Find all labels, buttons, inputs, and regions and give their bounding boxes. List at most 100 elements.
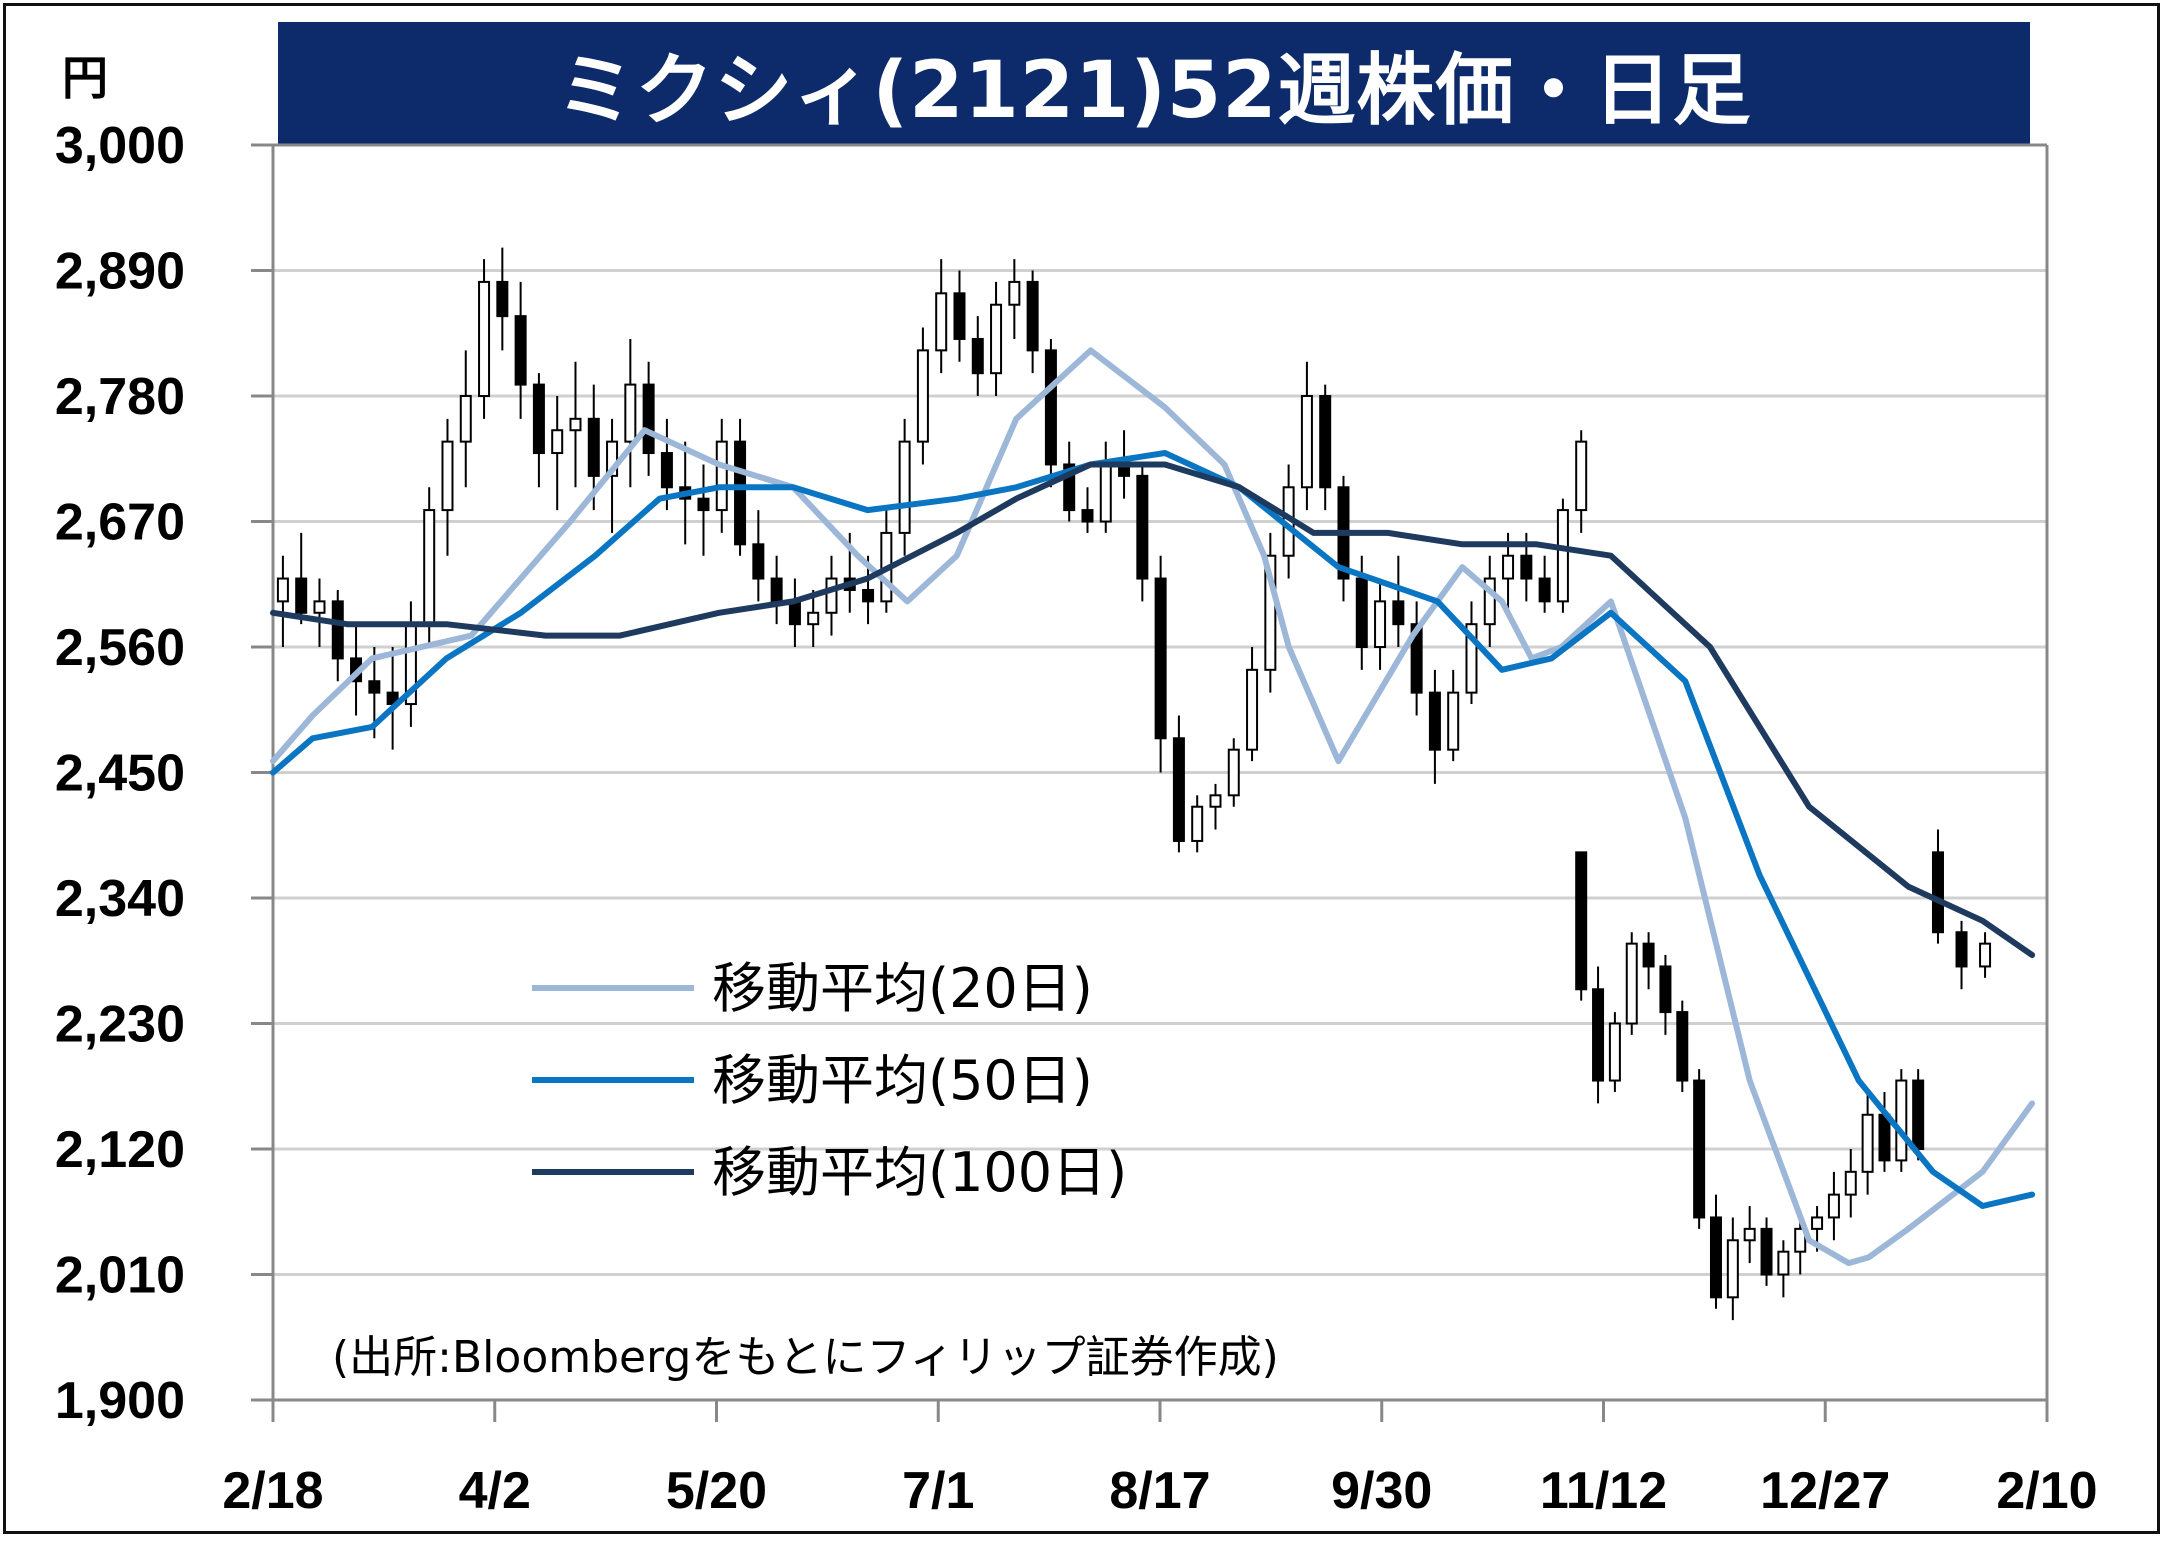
candle-body bbox=[990, 303, 1003, 375]
y-tick-label: 2,560 bbox=[55, 619, 185, 677]
candle-body bbox=[1861, 1113, 1874, 1173]
candle-body bbox=[1008, 280, 1021, 306]
candle-body bbox=[1659, 965, 1672, 1014]
candle-body bbox=[898, 440, 911, 534]
y-tick-label: 2,230 bbox=[55, 996, 185, 1054]
moving-average-line bbox=[270, 450, 2036, 1209]
candle-body bbox=[514, 315, 527, 386]
x-tick-label: 7/1 bbox=[902, 1462, 974, 1520]
candle-body bbox=[423, 509, 436, 626]
legend-label: 移動平均(50日) bbox=[712, 1049, 1093, 1112]
candle-body bbox=[331, 600, 344, 660]
candle-body bbox=[1608, 1022, 1621, 1082]
candle-body bbox=[1592, 988, 1605, 1082]
candle-body bbox=[1209, 794, 1222, 808]
y-tick-label: 1,900 bbox=[55, 1372, 185, 1430]
candle-body bbox=[1955, 931, 1968, 968]
candle-body bbox=[1693, 1079, 1706, 1219]
candle-body bbox=[532, 383, 545, 455]
candle-body bbox=[770, 577, 783, 603]
moving-average-lines bbox=[270, 347, 2036, 1267]
candle-body bbox=[1538, 577, 1551, 603]
candle-body bbox=[1410, 623, 1423, 694]
y-tick-label: 2,340 bbox=[55, 870, 185, 928]
y-tick-label: 2,120 bbox=[55, 1121, 185, 1179]
candle-body bbox=[1575, 440, 1588, 512]
y-unit-label: 円 bbox=[62, 51, 108, 105]
y-tick-label: 2,780 bbox=[55, 368, 185, 426]
candle-body bbox=[1483, 577, 1496, 626]
candle-body bbox=[478, 280, 491, 397]
y-tick-label: 2,010 bbox=[55, 1247, 185, 1305]
candle-body bbox=[1931, 851, 1944, 934]
x-tick-label: 4/2 bbox=[459, 1462, 531, 1520]
candle-body bbox=[862, 588, 875, 603]
candle-body bbox=[1794, 1227, 1807, 1253]
candle-body bbox=[1556, 509, 1569, 603]
candle-body bbox=[807, 611, 820, 626]
x-tick-label: 2/18 bbox=[222, 1462, 323, 1520]
candle-body bbox=[1081, 509, 1094, 523]
moving-average-line bbox=[270, 461, 2036, 958]
candle-body bbox=[587, 417, 600, 477]
candle-body bbox=[1743, 1227, 1756, 1242]
candle-body bbox=[624, 383, 637, 443]
x-axis-ticks: 2/18 4/2 5/20 7/1 8/17 9/30 11/12 12/27 2/10 bbox=[222, 1400, 2098, 1520]
candle-body bbox=[368, 680, 381, 694]
x-tick-label: 11/12 bbox=[1540, 1462, 1667, 1520]
candle-body bbox=[1063, 463, 1076, 512]
candle-body bbox=[1227, 748, 1240, 797]
candle-body bbox=[459, 395, 472, 443]
candle-body bbox=[1726, 1239, 1739, 1299]
candle-body bbox=[971, 337, 984, 375]
candle-body bbox=[1760, 1227, 1773, 1276]
candle-body bbox=[660, 452, 673, 489]
y-tick-label: 2,450 bbox=[55, 745, 185, 803]
candle-body bbox=[1709, 1216, 1722, 1299]
candle-body bbox=[788, 600, 801, 626]
x-tick-label: 12/27 bbox=[1760, 1462, 1890, 1520]
candle-body bbox=[1264, 554, 1277, 671]
candle-body bbox=[1575, 851, 1588, 991]
candle-body bbox=[1979, 942, 1992, 968]
candle-body bbox=[1676, 1011, 1689, 1082]
candlesticks bbox=[276, 247, 1992, 1321]
candle-body bbox=[1502, 554, 1515, 580]
candle-body bbox=[1026, 280, 1039, 352]
chart-title: ミクシィ(2121)52週株価・日足 bbox=[278, 22, 2030, 146]
candle-body bbox=[1912, 1079, 1925, 1150]
source-note: (出所:Bloombergをもとにフィリップ証券作成) bbox=[332, 1332, 1279, 1383]
candle-body bbox=[1465, 623, 1478, 694]
candle-body bbox=[1044, 349, 1057, 466]
candle-body bbox=[697, 497, 710, 512]
candle-body bbox=[1895, 1079, 1908, 1162]
candle-body bbox=[1811, 1216, 1824, 1230]
legend-label: 移動平均(100日) bbox=[712, 1141, 1127, 1204]
candle-body bbox=[1520, 554, 1533, 580]
candle-body bbox=[1355, 577, 1368, 649]
candle-body bbox=[1154, 577, 1167, 740]
candle-body bbox=[1447, 691, 1460, 751]
candle-body bbox=[953, 292, 966, 340]
candle-body bbox=[1428, 691, 1441, 751]
candle-body bbox=[1099, 463, 1112, 523]
chart-frame bbox=[3, 3, 2160, 1534]
legend-label: 移動平均(20日) bbox=[712, 957, 1093, 1020]
candle-body bbox=[642, 383, 655, 455]
y-tick-label: 2,890 bbox=[55, 243, 185, 301]
candle-body bbox=[496, 280, 509, 318]
candle-body bbox=[1246, 668, 1259, 751]
candle-body bbox=[276, 577, 289, 603]
candle-body bbox=[1191, 805, 1204, 842]
candle-body bbox=[1374, 600, 1387, 649]
y-tick-label: 2,670 bbox=[55, 494, 185, 552]
candle-body bbox=[1878, 1113, 1891, 1162]
candle-body bbox=[1844, 1170, 1857, 1196]
candle-body bbox=[1777, 1250, 1790, 1276]
candle-body bbox=[734, 440, 747, 546]
x-tick-label: 8/17 bbox=[1109, 1462, 1210, 1520]
candle-body bbox=[1319, 395, 1332, 489]
candle-body bbox=[1625, 942, 1638, 1025]
candle-body bbox=[569, 417, 582, 432]
